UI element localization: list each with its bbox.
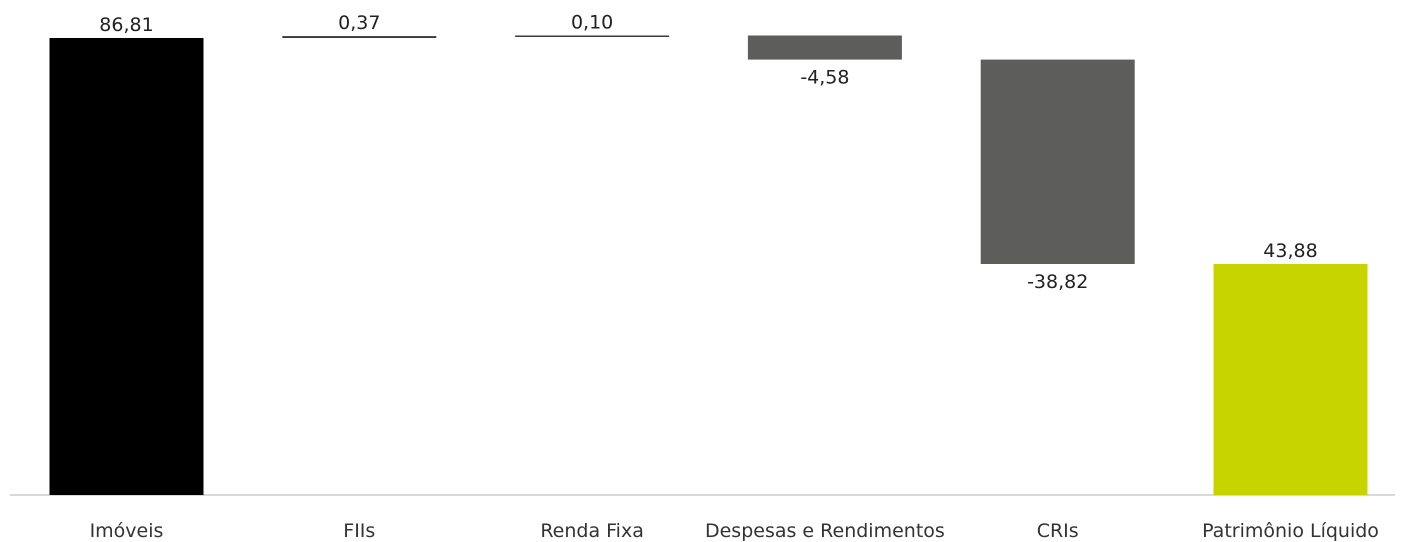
bar-patrimonio-liquido [1213, 264, 1368, 495]
value-label-renda-fixa: 0,10 [571, 12, 613, 34]
bar-fiis [282, 36, 437, 38]
category-label-patrimonio-liquido: Patrimônio Líquido [1202, 520, 1379, 542]
value-label-fiis: 0,37 [338, 12, 380, 34]
value-label-patrimonio-liquido: 43,88 [1263, 240, 1317, 262]
value-label-cris: -38,82 [1027, 271, 1088, 293]
bar-renda-fixa [515, 35, 670, 37]
category-label-cris: CRIs [1037, 520, 1079, 542]
category-label-imoveis: Imóveis [90, 520, 164, 542]
bar-despesas-e-rendimentos [747, 35, 902, 60]
value-label-despesas-e-rendimentos: -4,58 [800, 67, 849, 89]
bar-imoveis [49, 38, 204, 495]
bar-cris [980, 59, 1135, 264]
category-label-despesas-e-rendimentos: Despesas e Rendimentos [705, 520, 945, 542]
category-label-renda-fixa: Renda Fixa [540, 520, 644, 542]
category-label-fiis: FIIs [343, 520, 375, 542]
value-label-imoveis: 86,81 [99, 14, 153, 36]
